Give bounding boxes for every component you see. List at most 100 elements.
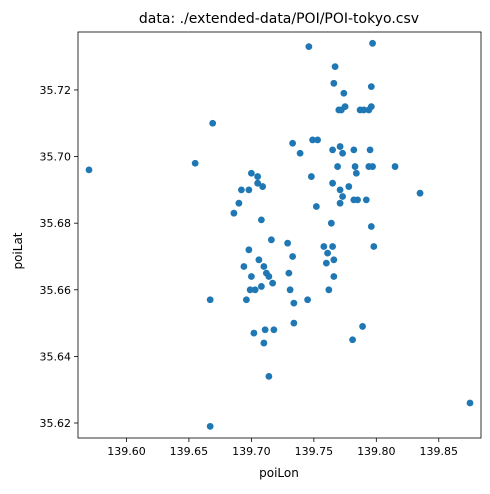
data-point [330, 256, 338, 264]
data-point [269, 279, 277, 287]
data-point [349, 336, 356, 344]
data-point [369, 163, 376, 170]
y-tick-label: 35.70 [40, 151, 72, 164]
plot-frame [77, 31, 482, 439]
data-point [240, 263, 248, 270]
chart-title: data: ./extended-data/POI/POI-tokyo.csv [139, 11, 419, 27]
x-tick-label: 139.75 [295, 445, 334, 458]
data-point [296, 149, 304, 157]
data-point [260, 339, 268, 347]
data-point [329, 243, 336, 250]
data-point [336, 143, 344, 150]
data-point [265, 372, 273, 380]
data-point [265, 273, 273, 280]
data-point [325, 286, 333, 294]
y-axis-label: poiLat [11, 232, 25, 269]
plot-area: 139.60 139.65 139.70 139.75 139.80 139.85 35.6… [40, 31, 482, 458]
data-point [369, 39, 376, 47]
data-point [246, 286, 254, 294]
data-point [257, 283, 265, 290]
data-point [345, 183, 353, 190]
data-point [324, 249, 331, 257]
data-point [327, 219, 335, 227]
data-point [360, 106, 368, 114]
data-point [254, 179, 262, 187]
data-point [340, 89, 348, 97]
data-point [245, 186, 253, 194]
data-point [206, 422, 214, 430]
data-point [307, 173, 315, 180]
data-point [359, 323, 366, 330]
data-point [247, 273, 255, 280]
data-point [331, 63, 339, 71]
data-point [322, 259, 330, 267]
data-point [255, 256, 263, 264]
y-tick-label: 35.72 [40, 84, 72, 97]
data-point [305, 43, 313, 51]
data-point [309, 136, 316, 144]
data-point [370, 243, 378, 250]
data-point [330, 79, 338, 87]
data-point [209, 119, 217, 127]
data-point [320, 243, 328, 250]
data-point [290, 299, 298, 307]
data-point [352, 169, 360, 177]
data-point [251, 286, 259, 294]
data-point [367, 83, 375, 91]
x-tick-label: 139.80 [357, 445, 396, 458]
data-point [341, 103, 349, 111]
data-point [304, 296, 312, 304]
data-point [235, 199, 243, 207]
data-point [206, 296, 214, 304]
data-point [243, 296, 250, 304]
data-point [85, 166, 93, 174]
data-point [312, 203, 320, 210]
data-point [267, 236, 275, 244]
data-point [245, 246, 253, 254]
x-tick-label: 139.85 [420, 445, 459, 458]
data-point [270, 326, 278, 334]
data-point [466, 399, 474, 407]
data-point [257, 216, 265, 224]
y-tick-label: 35.66 [40, 284, 72, 297]
data-point [329, 179, 336, 187]
data-point [354, 196, 361, 204]
data-point [289, 253, 297, 260]
y-tick-label: 35.68 [40, 217, 72, 230]
x-tick-label: 139.60 [107, 445, 146, 458]
data-point [284, 239, 292, 247]
data-point [329, 146, 336, 154]
x-tick-label: 139.70 [232, 445, 271, 458]
data-point [339, 193, 346, 200]
data-point [362, 196, 370, 204]
data-point [261, 326, 269, 334]
data-point [290, 319, 298, 327]
data-point [336, 186, 344, 194]
data-point [366, 146, 374, 154]
data-point [367, 223, 375, 230]
data-point [289, 139, 297, 147]
data-point [250, 329, 258, 337]
data-point [367, 103, 375, 111]
y-tick-label: 35.64 [40, 350, 72, 363]
data-point [334, 163, 341, 170]
data-point [330, 273, 338, 280]
data-point [259, 183, 267, 190]
data-point [339, 149, 346, 157]
data-point [391, 163, 399, 170]
data-point [260, 263, 268, 270]
x-tick-label: 139.65 [170, 445, 209, 458]
data-point [351, 163, 359, 170]
data-point [247, 169, 255, 177]
data-point [238, 186, 245, 194]
data-point [285, 269, 293, 277]
x-axis-label: poiLon [259, 466, 299, 480]
data-point [336, 199, 344, 207]
data-point [314, 136, 321, 144]
data-point [254, 173, 262, 180]
y-tick-label: 35.62 [40, 417, 72, 430]
data-point [286, 286, 294, 294]
data-point [191, 159, 199, 167]
